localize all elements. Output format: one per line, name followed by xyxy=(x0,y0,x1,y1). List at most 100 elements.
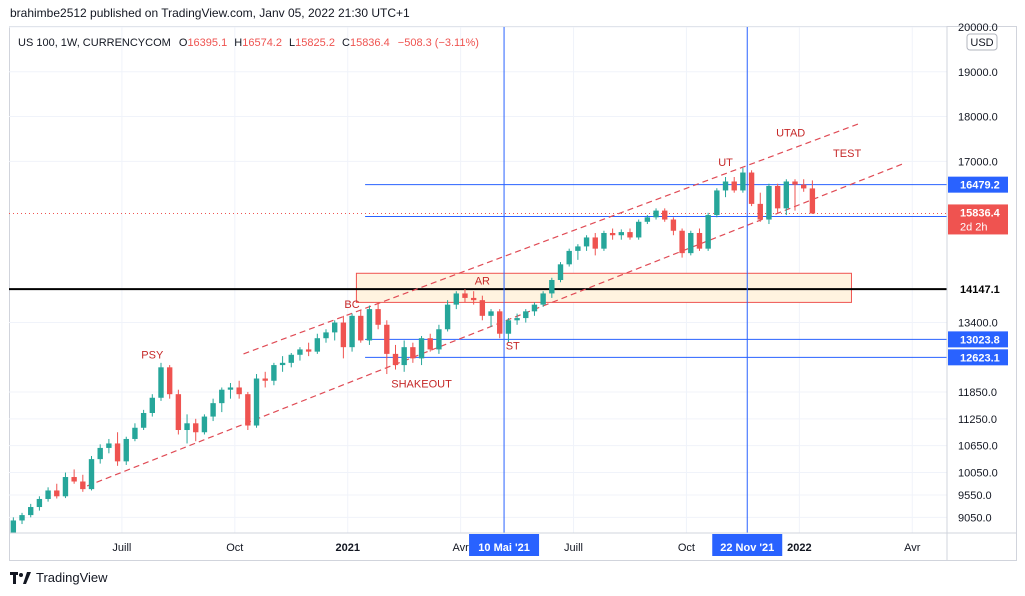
candle-body xyxy=(601,232,607,249)
candle xyxy=(349,313,355,352)
candle xyxy=(549,277,555,298)
candle xyxy=(19,512,25,525)
time-axis[interactable]: Juill Oct 2021 Avr Juill Oct 2022 Avr 10 Mai '21… xyxy=(112,534,921,556)
date-marker-text: 22 Nov '21 xyxy=(720,542,774,554)
candle xyxy=(766,183,772,225)
candle-body xyxy=(166,367,173,395)
candle xyxy=(575,244,581,260)
x-tick-label: 2022 xyxy=(787,542,811,554)
candle-body xyxy=(635,221,642,238)
candle-body xyxy=(523,311,529,319)
candle xyxy=(54,483,60,499)
annotation-label: SHAKEOUT xyxy=(391,378,452,390)
candle xyxy=(36,496,43,511)
footer-brand[interactable]: TradingView xyxy=(10,570,108,585)
currency-badge[interactable]: USD xyxy=(966,33,998,51)
candle-body xyxy=(410,347,416,359)
candle-body xyxy=(531,304,538,312)
y-tick-label: 13400.0 xyxy=(958,318,998,330)
price-label-bg xyxy=(948,176,1008,193)
candle xyxy=(201,414,208,435)
candle xyxy=(271,362,277,386)
candle xyxy=(792,179,798,211)
candle-body xyxy=(201,416,208,433)
y-tick-label: 18000.0 xyxy=(958,112,998,124)
candle xyxy=(314,333,321,354)
candle xyxy=(635,219,642,240)
candle xyxy=(149,394,155,417)
zone-rect xyxy=(355,272,852,303)
candle xyxy=(488,309,494,328)
candle-body xyxy=(714,190,720,216)
wyckoff-annotations: PSY BC AR SHAKEOUT ST UT UTAD TEST xyxy=(141,128,861,391)
candle-body xyxy=(722,181,729,191)
x-tick-label: 2021 xyxy=(335,542,359,554)
y-tick-label: 9550.0 xyxy=(958,490,992,502)
candle xyxy=(288,352,294,368)
candle xyxy=(653,208,659,220)
legend-symbol: US 100, 1W, CURRENCYCOM xyxy=(18,37,171,49)
candle-body xyxy=(314,338,321,352)
candle-body xyxy=(262,378,268,381)
annotation-label: BC xyxy=(344,299,359,311)
candle xyxy=(679,228,685,258)
candle xyxy=(731,177,737,193)
x-tick-label: Oct xyxy=(678,542,695,554)
candle xyxy=(158,362,164,401)
legend-high: 16574.2 xyxy=(242,37,282,49)
candle-body xyxy=(705,215,711,249)
candle-body xyxy=(184,423,190,431)
candle-body xyxy=(488,311,494,316)
candle xyxy=(97,444,103,464)
candle xyxy=(470,291,477,305)
legend-close-label: C xyxy=(342,37,350,49)
countdown-text: 2d 2h xyxy=(960,221,988,233)
candle xyxy=(748,170,755,207)
candle-body xyxy=(444,304,451,330)
legend-low-label: L xyxy=(289,37,295,49)
candle xyxy=(505,318,512,343)
candle xyxy=(245,391,251,431)
candle xyxy=(210,398,216,422)
tradingview-logo-icon xyxy=(10,571,31,584)
y-tick-label: 11250.0 xyxy=(958,414,997,426)
annotation-label: AR xyxy=(475,275,490,287)
candle-body xyxy=(540,293,546,305)
price-label-text: 14147.1 xyxy=(960,284,1000,296)
x-tick-label: Juill xyxy=(564,542,583,554)
annotation-label: UT xyxy=(718,157,733,169)
candle-body xyxy=(792,181,798,185)
candle-body xyxy=(375,309,381,325)
price-label: 16479.2 xyxy=(948,176,1008,193)
candle xyxy=(123,436,129,465)
candle xyxy=(722,177,729,198)
candle-body xyxy=(158,367,164,398)
date-marker-label: 22 Nov '21 xyxy=(712,534,783,556)
candle-body xyxy=(609,232,616,236)
candle xyxy=(366,305,373,345)
candle xyxy=(253,374,260,428)
candle-body xyxy=(740,172,746,191)
candle-body xyxy=(97,447,103,460)
candle-body xyxy=(566,250,572,265)
candle xyxy=(340,315,347,359)
candle xyxy=(297,347,303,361)
candle xyxy=(193,418,199,442)
candle-body xyxy=(358,315,364,341)
candle xyxy=(175,389,182,435)
candle-body xyxy=(106,443,112,448)
annotation-label: TEST xyxy=(833,148,861,160)
y-tick-label: 19000.0 xyxy=(958,67,998,79)
date-marker-label: 10 Mai '21 xyxy=(469,534,540,556)
candle xyxy=(809,180,816,214)
legend-open-label: O xyxy=(179,37,188,49)
date-marker-bg xyxy=(469,534,540,556)
candle-body xyxy=(210,403,216,417)
price-axis[interactable]: 20000.0 19000.0 18000.0 17000.0 13400.0 11850… xyxy=(948,22,1008,524)
price-label-text: 13023.8 xyxy=(960,334,1000,346)
candle-body xyxy=(349,315,355,348)
candle xyxy=(453,291,459,310)
candle-body xyxy=(392,353,399,366)
x-tick-label: Avr xyxy=(452,542,469,554)
